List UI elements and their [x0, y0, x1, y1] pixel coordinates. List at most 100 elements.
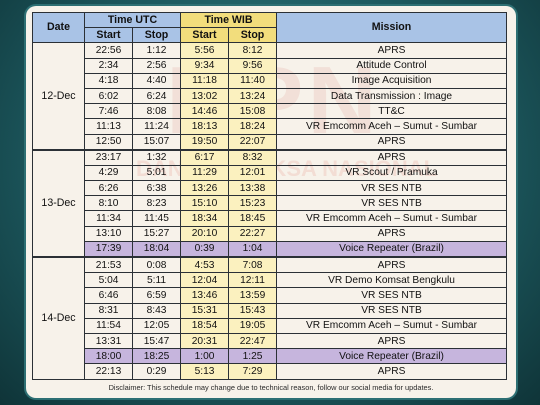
- utc-start-cell: 6:26: [84, 180, 133, 197]
- utc-stop-cell: 8:23: [132, 195, 181, 212]
- utc-stop-cell: 6:59: [132, 287, 181, 304]
- wib-start-cell: 6:17: [180, 148, 229, 166]
- utc-stop-cell: 1:12: [132, 42, 181, 59]
- utc-start-cell: 17:39: [84, 240, 133, 258]
- wib-start-cell: 19:50: [180, 133, 229, 151]
- wib-start-cell: 18:13: [180, 118, 229, 135]
- wib-start-cell: 15:31: [180, 302, 229, 319]
- table-row: 4:18 4:40 11:18 11:40 Image Acquisition: [33, 72, 507, 89]
- utc-start-cell: 11:54: [84, 317, 133, 334]
- wib-stop-cell: 8:32: [228, 148, 277, 166]
- wib-stop-cell: 19:05: [228, 317, 277, 334]
- header-utc-start: Start: [84, 27, 133, 44]
- utc-start-cell: 2:34: [84, 57, 133, 74]
- table-row: 12:50 15:07 19:50 22:07 APRS: [33, 133, 507, 151]
- wib-start-cell: 15:10: [180, 195, 229, 212]
- mission-cell: VR SES NTB: [276, 302, 507, 319]
- table-row: 7:46 8:08 14:46 15:08 TT&C: [33, 103, 507, 120]
- table-row: 8:10 8:23 15:10 15:23 VR SES NTB: [33, 195, 507, 212]
- mission-cell: TT&C: [276, 103, 507, 120]
- utc-stop-cell: 5:11: [132, 272, 181, 289]
- utc-start-cell: 11:13: [84, 118, 133, 135]
- utc-start-cell: 21:53: [84, 256, 133, 274]
- utc-start-cell: 13:31: [84, 332, 133, 350]
- header-utc-stop: Stop: [132, 27, 181, 44]
- wib-start-cell: 9:34: [180, 57, 229, 74]
- wib-stop-cell: 22:27: [228, 225, 277, 242]
- mission-cell: VR SES NTB: [276, 180, 507, 197]
- table-row: 14-Dec 21:53 0:08 4:53 7:08 APRS: [32, 256, 507, 380]
- mission-cell: Voice Repeater (Brazil): [276, 240, 507, 258]
- wib-stop-cell: 9:56: [228, 57, 277, 74]
- wib-stop-cell: 13:24: [228, 87, 277, 105]
- utc-stop-cell: 15:27: [132, 225, 181, 242]
- mission-cell: Attitude Control: [276, 57, 507, 74]
- utc-stop-cell: 18:25: [132, 348, 181, 365]
- mission-cell: VR Demo Komsat Bengkulu: [276, 272, 507, 289]
- wib-start-cell: 12:04: [180, 272, 229, 289]
- table-row: 12-Dec 22:56 1:12 5:56 8:12 APRS: [32, 42, 507, 151]
- mission-cell: Voice Repeater (Brazil): [276, 348, 507, 365]
- wib-stop-cell: 15:08: [228, 103, 277, 120]
- wib-stop-cell: 12:01: [228, 164, 277, 182]
- wib-start-cell: 13:02: [180, 87, 229, 105]
- date-cell: 14-Dec: [32, 256, 85, 380]
- utc-stop-cell: 8:08: [132, 103, 181, 120]
- mission-cell: VR Emcomm Aceh – Sumut - Sumbar: [276, 317, 507, 334]
- utc-stop-cell: 0:08: [132, 256, 181, 274]
- wib-start-cell: 13:26: [180, 180, 229, 197]
- wib-start-cell: 11:29: [180, 164, 229, 182]
- wib-start-cell: 0:39: [180, 240, 229, 258]
- header-wib-start: Start: [180, 27, 229, 44]
- mission-cell: APRS: [276, 256, 507, 274]
- wib-stop-cell: 22:47: [228, 332, 277, 350]
- header-wib-stop: Stop: [228, 27, 277, 44]
- wib-start-cell: 18:34: [180, 210, 229, 227]
- table-row: 18:00 18:25 1:00 1:25 Voice Repeater (Brazil…: [33, 348, 507, 365]
- mission-cell: VR Emcomm Aceh – Sumut - Sumbar: [276, 210, 507, 227]
- utc-start-cell: 4:29: [84, 164, 133, 182]
- wib-stop-cell: 18:24: [228, 118, 277, 135]
- wib-stop-cell: 7:29: [228, 363, 277, 380]
- utc-start-cell: 18:00: [84, 348, 133, 365]
- wib-start-cell: 4:53: [180, 256, 229, 274]
- wib-stop-cell: 15:23: [228, 195, 277, 212]
- utc-start-cell: 8:10: [84, 195, 133, 212]
- mission-cell: APRS: [276, 363, 507, 380]
- wib-start-cell: 5:56: [180, 42, 229, 59]
- wib-start-cell: 18:54: [180, 317, 229, 334]
- table-row: 6:02 6:24 13:02 13:24 Data Transmission : Im…: [33, 87, 507, 105]
- header-time-wib: Time WIB: [180, 11, 277, 29]
- utc-start-cell: 12:50: [84, 133, 133, 151]
- disclaimer-text: Disclaimer: This schedule may change due…: [108, 383, 434, 392]
- utc-start-cell: 6:46: [84, 287, 133, 304]
- utc-start-cell: 5:04: [84, 272, 133, 289]
- utc-stop-cell: 4:40: [132, 72, 181, 89]
- utc-start-cell: 7:46: [84, 103, 133, 120]
- utc-stop-cell: 2:56: [132, 57, 181, 74]
- utc-start-cell: 22:56: [84, 42, 133, 59]
- header-mission: Mission: [276, 11, 507, 44]
- wib-stop-cell: 12:11: [228, 272, 277, 289]
- utc-start-cell: 4:18: [84, 72, 133, 89]
- table-row: 13-Dec 23:17 1:32 6:17 8:32 APRS: [32, 148, 507, 258]
- table-row: 11:13 11:24 18:13 18:24 VR Emcomm Aceh – Sum…: [33, 118, 507, 135]
- header-time-utc: Time UTC: [84, 11, 181, 29]
- wib-start-cell: 20:31: [180, 332, 229, 350]
- table-row: 8:31 8:43 15:31 15:43 VR SES NTB: [33, 302, 507, 319]
- table-row: 6:46 6:59 13:46 13:59 VR SES NTB: [33, 287, 507, 304]
- table-row: 5:04 5:11 12:04 12:11 VR Demo Komsat Bengkul…: [33, 272, 507, 289]
- wib-stop-cell: 15:43: [228, 302, 277, 319]
- table-row: 13:10 15:27 20:10 22:27 APRS: [33, 225, 507, 242]
- mission-cell: APRS: [276, 332, 507, 350]
- mission-cell: VR Scout / Pramuka: [276, 164, 507, 182]
- schedule-body: 12-Dec 22:56 1:12 5:56 8:12 APRS 2:34 2:56 9:34 9…: [32, 42, 507, 380]
- schedule-card: BPN DAN ANTARIKSA NASIONAL Date Time UTC…: [26, 6, 516, 398]
- wib-start-cell: 11:18: [180, 72, 229, 89]
- wib-start-cell: 1:00: [180, 348, 229, 365]
- utc-stop-cell: 1:32: [132, 148, 181, 166]
- mission-cell: APRS: [276, 225, 507, 242]
- utc-stop-cell: 11:45: [132, 210, 181, 227]
- utc-stop-cell: 0:29: [132, 363, 181, 380]
- mission-cell: Data Transmission : Image: [276, 87, 507, 105]
